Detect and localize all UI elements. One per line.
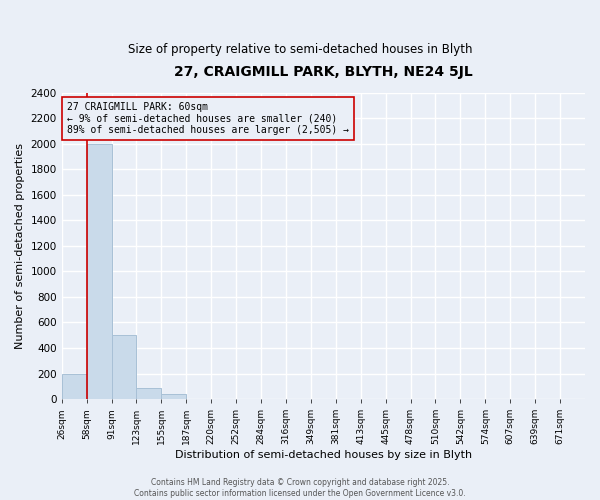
- Bar: [86, 144, 112, 399]
- X-axis label: Distribution of semi-detached houses by size in Blyth: Distribution of semi-detached houses by …: [175, 450, 472, 460]
- Bar: [112, 335, 136, 399]
- Text: 27 CRAIGMILL PARK: 60sqm
← 9% of semi-detached houses are smaller (240)
89% of s: 27 CRAIGMILL PARK: 60sqm ← 9% of semi-de…: [67, 102, 349, 135]
- Bar: [161, 394, 186, 399]
- Bar: [62, 374, 86, 399]
- Text: Contains HM Land Registry data © Crown copyright and database right 2025.
Contai: Contains HM Land Registry data © Crown c…: [134, 478, 466, 498]
- Text: Size of property relative to semi-detached houses in Blyth: Size of property relative to semi-detach…: [128, 42, 472, 56]
- Title: 27, CRAIGMILL PARK, BLYTH, NE24 5JL: 27, CRAIGMILL PARK, BLYTH, NE24 5JL: [174, 65, 473, 79]
- Y-axis label: Number of semi-detached properties: Number of semi-detached properties: [15, 143, 25, 349]
- Bar: [136, 388, 161, 399]
